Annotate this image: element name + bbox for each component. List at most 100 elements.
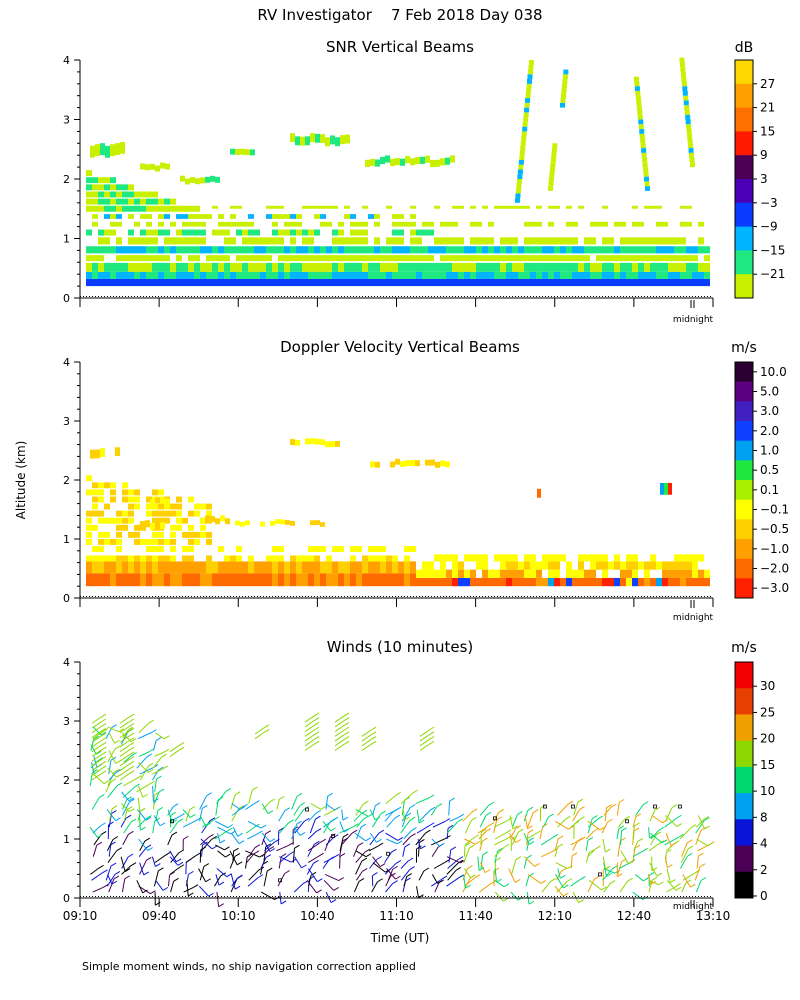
barb-feather xyxy=(129,808,135,813)
doppler-cell xyxy=(548,554,554,562)
barb-shaft xyxy=(215,844,225,851)
doppler-cell xyxy=(128,503,134,510)
colorbar-segment xyxy=(735,499,753,520)
snr-cell xyxy=(644,237,650,245)
snr-cell xyxy=(128,246,134,254)
snr-cell xyxy=(440,255,446,262)
barb-shaft xyxy=(695,819,705,828)
snr-cell xyxy=(638,262,644,272)
snr-cell xyxy=(218,246,224,254)
barb-shaft xyxy=(304,720,315,728)
barb-feather xyxy=(374,802,381,807)
barb-feather xyxy=(314,840,320,845)
snr-cell xyxy=(356,221,362,227)
wind-barb xyxy=(214,827,233,840)
doppler-cell xyxy=(338,573,344,587)
doppler-cell xyxy=(206,555,212,562)
barb-shaft xyxy=(138,815,141,831)
snr-cell xyxy=(464,262,470,272)
snr-cell xyxy=(554,237,560,245)
wind-barb xyxy=(91,718,107,729)
snr-cell xyxy=(590,221,596,227)
snr-cell xyxy=(158,198,164,205)
doppler-cell xyxy=(632,561,638,570)
snr-cell xyxy=(410,229,416,236)
doppler-cell xyxy=(644,577,650,587)
doppler-cell xyxy=(315,520,320,525)
snr-cell xyxy=(272,278,278,287)
barb-feather xyxy=(178,746,185,751)
doppler-cell xyxy=(104,539,110,545)
doppler-cell xyxy=(92,503,98,510)
barb-feather xyxy=(390,872,396,877)
barb-shaft xyxy=(416,809,420,824)
snr-cell xyxy=(104,177,110,184)
snr-cell xyxy=(584,246,590,254)
wind-barb xyxy=(603,862,612,877)
snr-cell xyxy=(218,271,224,279)
doppler-cell xyxy=(270,520,275,526)
barb-feather xyxy=(470,874,476,879)
doppler-cell xyxy=(155,522,160,530)
snr-cell xyxy=(320,262,326,272)
wind-barb xyxy=(138,815,146,831)
doppler-cell xyxy=(188,539,194,545)
barb-shaft xyxy=(309,818,316,834)
snr-cell xyxy=(572,262,578,272)
barb-feather xyxy=(115,817,121,822)
barb-shaft xyxy=(403,830,412,840)
wind-barb xyxy=(588,879,607,891)
snr-cell xyxy=(482,262,488,272)
snr-cell xyxy=(188,205,194,212)
barb-feather xyxy=(316,889,322,894)
doppler-cell xyxy=(152,546,158,552)
doppler-cell xyxy=(134,561,140,574)
snr-cell xyxy=(386,255,392,262)
snr-cell xyxy=(266,214,272,219)
doppler-cell xyxy=(188,573,194,587)
wind-barb xyxy=(137,729,157,740)
barb-feather xyxy=(361,857,368,862)
snr-cell xyxy=(500,271,506,279)
doppler-cell xyxy=(350,561,356,574)
wind-barb xyxy=(215,820,234,829)
snr-cell xyxy=(614,271,620,279)
doppler-cell xyxy=(362,573,368,587)
snr-cell xyxy=(134,191,140,198)
barb-feather xyxy=(162,886,169,891)
barb-shaft xyxy=(217,826,231,835)
snr-cell xyxy=(620,262,626,272)
barb-shaft xyxy=(402,809,405,821)
barb-feather xyxy=(102,869,108,874)
snr-cell xyxy=(92,191,98,198)
doppler-cell xyxy=(512,569,518,578)
doppler-cell xyxy=(134,489,140,496)
snr-cell xyxy=(686,255,692,262)
snr-cell xyxy=(560,98,566,103)
barb-shaft xyxy=(557,819,566,828)
snr-cell xyxy=(446,255,452,262)
snr-cell xyxy=(248,214,254,219)
snr-cell xyxy=(554,262,560,272)
snr-cell xyxy=(386,278,392,287)
snr-cell xyxy=(152,262,158,272)
snr-cell xyxy=(104,262,110,272)
snr-cell xyxy=(374,255,380,262)
doppler-cell xyxy=(98,517,104,524)
x-tick-label: 11:10 xyxy=(379,909,414,923)
snr-cell xyxy=(386,237,392,245)
barb-shaft xyxy=(417,838,421,849)
snr-cell xyxy=(434,205,440,209)
snr-cell xyxy=(176,255,182,262)
wind-barb xyxy=(603,803,617,816)
barb-feather xyxy=(394,814,401,819)
snr-cell xyxy=(100,143,105,156)
wind-barb xyxy=(480,828,487,845)
barb-shaft xyxy=(635,804,644,816)
barb-shaft xyxy=(325,803,335,811)
barb-feather xyxy=(409,866,415,870)
wind-barb xyxy=(480,862,491,874)
wind-barb xyxy=(585,836,594,851)
barb-feather xyxy=(503,883,510,888)
